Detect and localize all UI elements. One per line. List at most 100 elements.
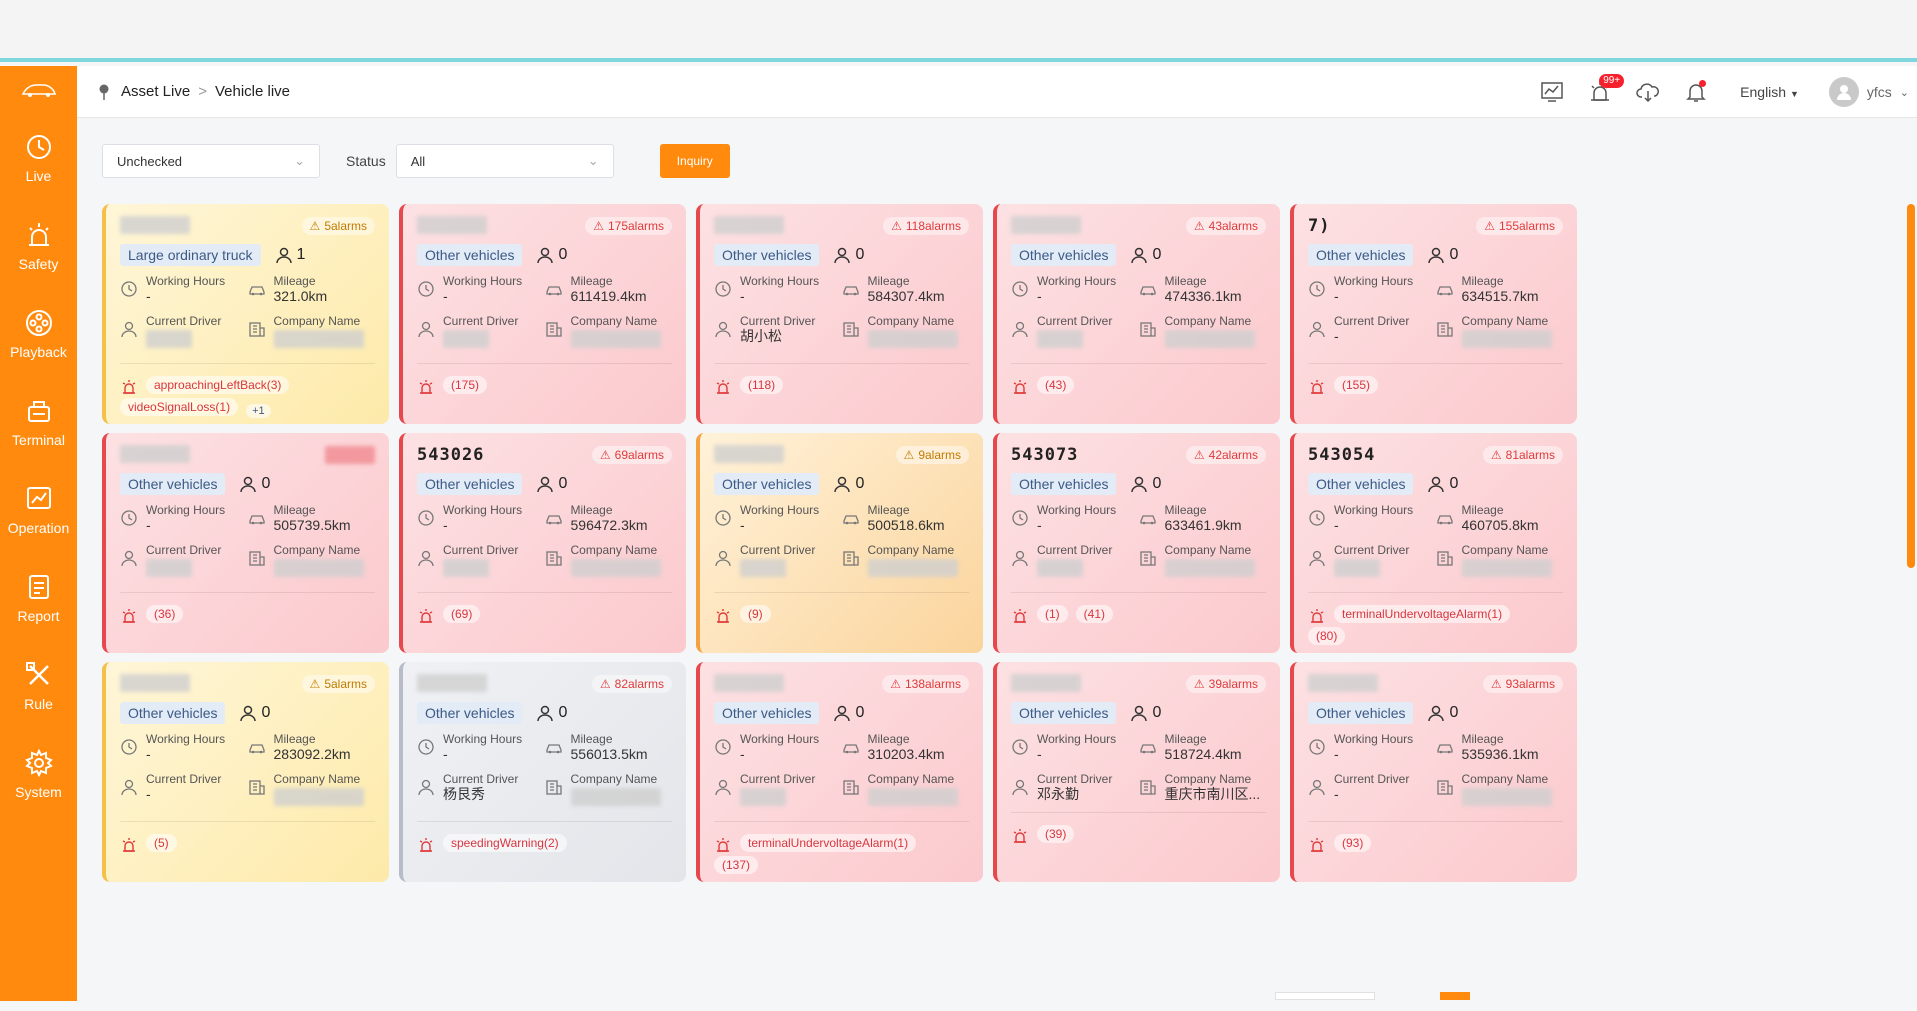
vehicle-card[interactable]: ⚠ 9alarms Other vehicles 0 Working Hours - Mil… [696, 433, 983, 653]
breadcrumb-asset-live[interactable]: Asset Live [121, 83, 191, 100]
alarm-count-badge[interactable]: ⚠ 5alarms [301, 675, 375, 693]
sidebar-item-operation[interactable]: Operation [0, 466, 77, 554]
status-select[interactable]: All ⌄ [395, 144, 614, 178]
person-count: 1 [275, 246, 305, 264]
monitor-chart-icon[interactable] [1538, 78, 1566, 106]
divider [1011, 812, 1266, 813]
alarm-count-badge[interactable]: ⚠ 118alarms [883, 217, 969, 235]
alarm-tag[interactable]: (137) [714, 856, 759, 874]
vehicle-card[interactable]: ⚠ 5alarms Large ordinary truck 1 Working Hou… [102, 204, 389, 424]
alarm-tag[interactable]: (93) [1334, 834, 1372, 852]
alarm-count-badge[interactable]: ⚠ 43alarms [1185, 217, 1266, 235]
alarm-tag[interactable]: speedingWarning(2) [443, 834, 567, 852]
sidebar-item-playback[interactable]: Playback [0, 290, 77, 378]
alarm-tag[interactable]: (69) [443, 605, 481, 623]
alarm-count-badge[interactable]: ⚠ 175alarms [585, 217, 672, 235]
vehicle-card[interactable]: ⚠ 5alarms Other vehicles 0 Working Hours - Mil… [102, 662, 389, 882]
alarm-tag[interactable]: (1) [1037, 605, 1068, 623]
language-dropdown[interactable]: English ▼ [1740, 84, 1799, 100]
status-value: All [410, 153, 426, 169]
alarm-tag[interactable]: (175) [443, 376, 488, 394]
bell-icon[interactable] [1682, 78, 1710, 106]
working-hours-icon [1012, 739, 1028, 755]
vehicle-card[interactable]: ⚠ 138alarms Other vehicles 0 Working Hours - M… [696, 662, 983, 882]
current-driver-label: Current Driver [1334, 314, 1410, 328]
vehicle-type-tag: Other vehicles [1011, 244, 1117, 266]
blurred-company [570, 330, 661, 348]
working-hours-field: Working Hours - [714, 503, 842, 533]
vehicle-card[interactable]: 543026 ⚠ 69alarms Other vehicles 0 Working Ho… [399, 433, 686, 653]
alarm-count-badge[interactable]: ⚠ 155alarms [1476, 217, 1563, 235]
vehicle-card[interactable]: ⚠ 39alarms Other vehicles 0 Working Hours - Mi… [993, 662, 1280, 882]
cloud-download-icon[interactable] [1634, 78, 1662, 106]
sidebar-item-safety[interactable]: Safety [0, 202, 77, 290]
sidebar-item-live[interactable]: Live [0, 114, 77, 202]
alarm-count-badge[interactable]: ⚠ 82alarms [591, 675, 672, 693]
mileage-label: Mileage [1164, 274, 1207, 288]
more-alarms-badge[interactable]: +1 [246, 404, 271, 418]
driver-icon [418, 779, 434, 796]
alarm-tag[interactable]: approachingLeftBack(3) [146, 376, 290, 394]
alarm-count-badge[interactable]: ⚠ 138alarms [882, 675, 969, 693]
sidebar-item-system[interactable]: System [0, 730, 77, 818]
alarm-tag[interactable]: (41) [1075, 605, 1114, 623]
user-menu[interactable]: yfcs ⌄ [1828, 77, 1909, 107]
alarm-count-badge[interactable]: ⚠ 5alarms [301, 217, 375, 235]
person-icon [1428, 476, 1445, 493]
check-status-select[interactable]: Unchecked ⌄ [102, 144, 320, 178]
vehicle-card[interactable]: 543073 ⚠ 42alarms Other vehicles 0 Working Ho… [993, 433, 1280, 653]
company-name-label: Company Name [1164, 772, 1252, 786]
alarm-light-icon[interactable]: 99+ [1586, 74, 1625, 106]
plate-number [714, 674, 794, 694]
vehicle-card[interactable]: 543054 ⚠ 81alarms Other vehicles 0 Working Ho… [1290, 433, 1577, 653]
alarm-tag[interactable]: (118) [740, 376, 784, 394]
sidebar-item-report[interactable]: Report [0, 554, 77, 642]
working-hours-value: - [443, 746, 448, 762]
alarm-count-badge[interactable]: ⚠ 93alarms [1482, 675, 1563, 693]
mileage-label: Mileage [1164, 732, 1207, 746]
alarm-tags: (155) [1308, 376, 1563, 398]
alarm-count-badge[interactable]: ⚠ 39alarms [1185, 675, 1266, 693]
page-size-select[interactable] [1275, 992, 1375, 1000]
alarm-tag[interactable]: terminalUndervoltageAlarm(1) [740, 834, 917, 852]
driver-value: - [146, 786, 151, 802]
vehicle-card[interactable]: 7) ⚠ 155alarms Other vehicles 0 Working Hours… [1290, 204, 1577, 424]
working-hours-field: Working Hours - [714, 732, 842, 762]
person-count-value: 0 [1152, 246, 1162, 263]
alarm-tag[interactable]: (39) [1037, 825, 1075, 843]
sidebar-item-rule[interactable]: Rule [0, 642, 77, 730]
alarm-count-badge[interactable]: ⚠ 69alarms [591, 446, 672, 464]
vehicle-card[interactable]: ⚠ 93alarms Other vehicles 0 Working Hours - Mi… [1290, 662, 1577, 882]
alarm-tag[interactable]: (155) [1334, 376, 1379, 394]
inquiry-button[interactable]: Inquiry [659, 144, 730, 178]
alarm-tag[interactable]: (36) [146, 605, 184, 623]
chevron-down-icon: ▼ [1789, 89, 1799, 99]
alarm-count: 81alarms [1505, 448, 1555, 462]
scrollbar[interactable] [1907, 204, 1915, 568]
person-icon [240, 476, 257, 493]
driver-icon [715, 550, 731, 567]
working-hours-icon [715, 510, 731, 526]
vehicle-card[interactable]: Other vehicles 0 Working Hours - Mileage 5057… [102, 433, 389, 653]
sidebar-item-terminal[interactable]: Terminal [0, 378, 77, 466]
company-name-field: Company Name [1139, 314, 1267, 353]
alarm-count-badge[interactable]: ⚠ 9alarms [895, 446, 969, 464]
vehicle-card[interactable]: ⚠ 82alarms Other vehicles 0 Working Hours - Mi… [399, 662, 686, 882]
alarm-light-icon [28, 223, 49, 246]
mileage-field: Mileage 321.0km [248, 274, 376, 304]
working-hours-icon [1309, 510, 1325, 526]
alarm-count-badge[interactable]: ⚠ 81alarms [1482, 446, 1563, 464]
mileage-value: 518724.4km [1164, 746, 1242, 762]
alarm-tag[interactable]: (5) [146, 834, 177, 852]
page-button-active[interactable] [1440, 992, 1470, 1000]
vehicle-card[interactable]: ⚠ 175alarms Other vehicles 0 Working Hours - M… [399, 204, 686, 424]
vehicle-card[interactable]: ⚠ 43alarms Other vehicles 0 Working Hours - Mi… [993, 204, 1280, 424]
alarm-tag[interactable]: videoSignalLoss(1) [120, 398, 239, 416]
alarm-tag[interactable]: (9) [740, 605, 771, 623]
alarm-tag[interactable]: terminalUndervoltageAlarm(1) [1334, 605, 1511, 623]
plate-number [714, 216, 794, 236]
alarm-count-badge[interactable]: ⚠ 42alarms [1185, 446, 1266, 464]
vehicle-card[interactable]: ⚠ 118alarms Other vehicles 0 Working Hours - M… [696, 204, 983, 424]
alarm-tag[interactable]: (43) [1037, 376, 1075, 394]
alarm-tag[interactable]: (80) [1308, 627, 1346, 645]
